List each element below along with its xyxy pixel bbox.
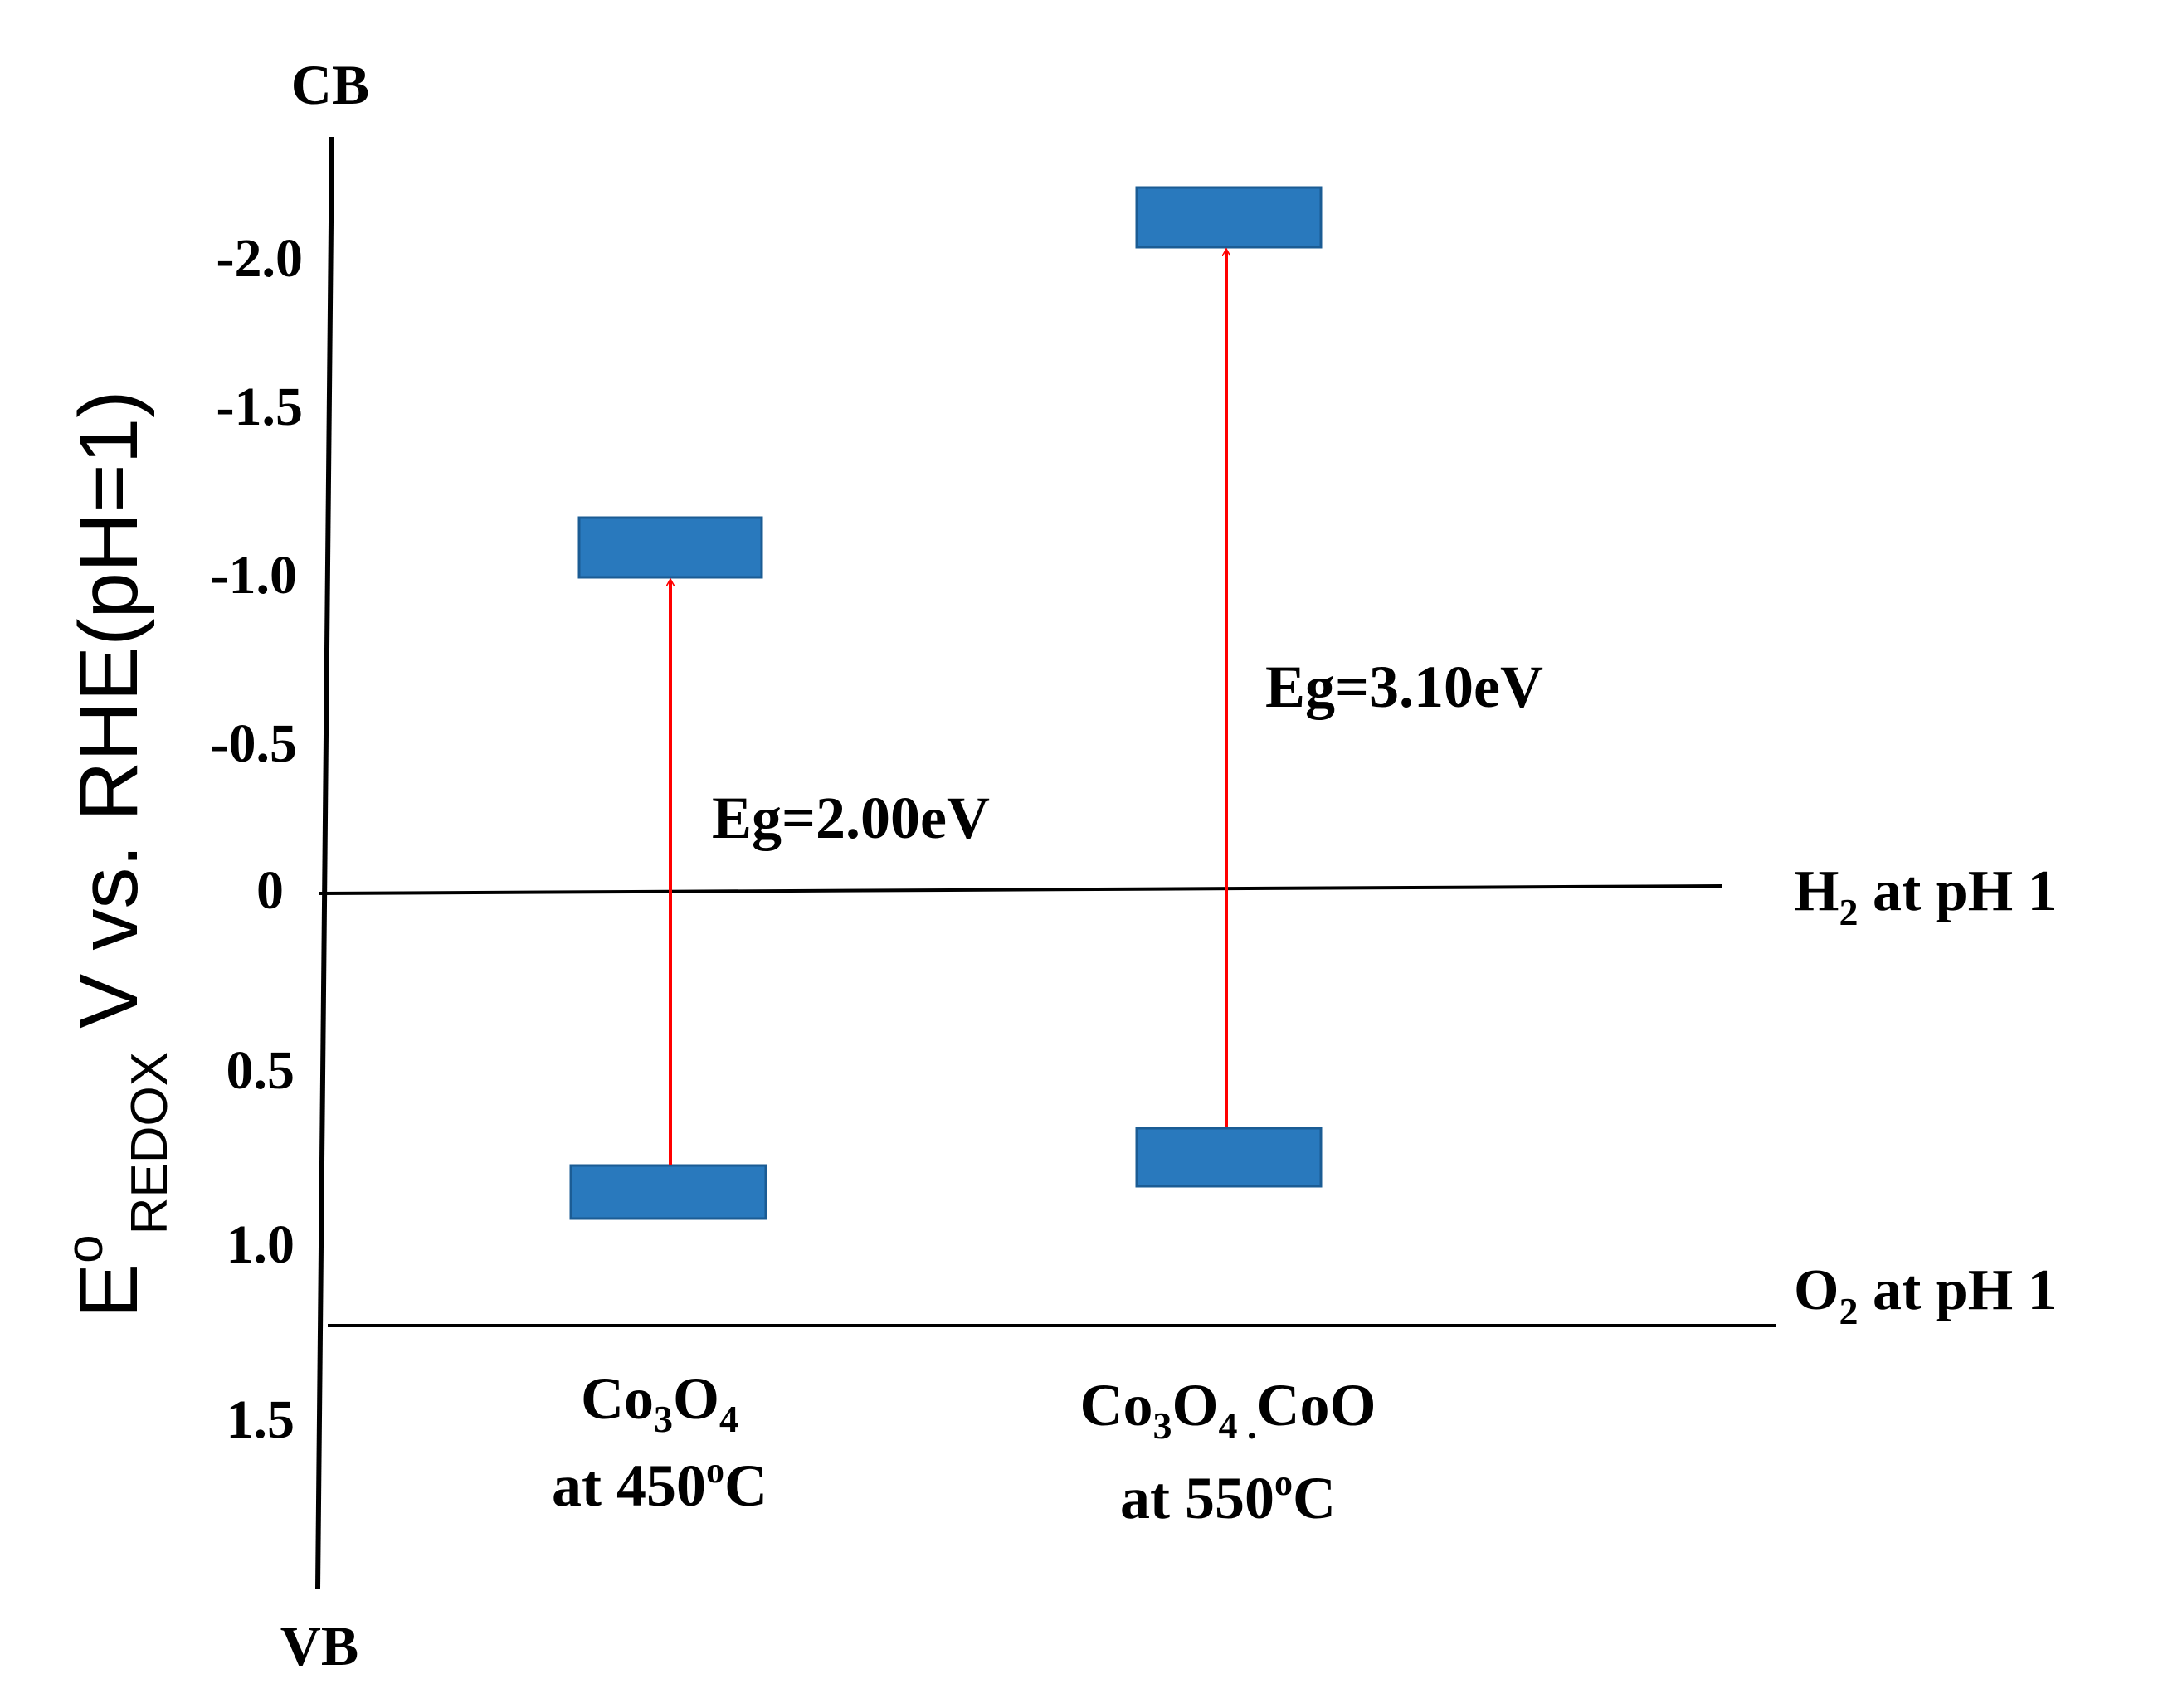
- y-tick-label: 1.5: [227, 1389, 295, 1450]
- y-tick-label: -1.5: [217, 377, 303, 437]
- material-temp-co3o4-coo: at 550oC: [1120, 1462, 1336, 1531]
- vb-label: VB: [280, 1614, 358, 1677]
- h2-reference-label: H2 at pH 1: [1794, 859, 2057, 933]
- h2-species: H: [1794, 859, 1839, 923]
- formula-part: Co: [1079, 1372, 1152, 1438]
- formula-part: CoO: [1257, 1372, 1376, 1438]
- y-tick-labels: -2.0 -1.5 -1.0 -0.5 0 0.5 1.0 1.5: [211, 228, 303, 1450]
- temp-unit: C: [724, 1453, 767, 1519]
- conduction-band-co3o4-coo: [1135, 186, 1323, 249]
- y-tick-label: -0.5: [211, 713, 297, 774]
- temp-value: at 450: [552, 1453, 706, 1519]
- y-axis-title-rest: V vs. RHE(pH=1): [62, 390, 155, 1051]
- h2-text: at pH 1: [1858, 859, 2056, 923]
- material-co3o4-450: Eg=2.00eV Co3O4 at 450oC: [552, 516, 990, 1519]
- y-axis-title-sup: o: [56, 1234, 114, 1263]
- o2-text: at pH 1: [1858, 1258, 2056, 1322]
- temp-unit: C: [1293, 1465, 1336, 1531]
- material-name-co3o4-coo: Co3O4 .CoO: [1079, 1372, 1376, 1447]
- band-gap-label-co3o4-coo: Eg=3.10eV: [1265, 654, 1543, 720]
- formula-part: O: [673, 1365, 719, 1432]
- band-gap-label-co3o4: Eg=2.00eV: [712, 785, 990, 851]
- y-axis-title-main: E: [62, 1263, 155, 1319]
- temp-degree: o: [1274, 1462, 1293, 1503]
- formula-subscript: 4: [719, 1398, 738, 1440]
- formula-subscript: 3: [654, 1398, 673, 1440]
- y-axis-title-sub: REDOX: [121, 1052, 178, 1234]
- formula-part: O: [1172, 1372, 1218, 1438]
- o2-species: O: [1794, 1258, 1839, 1322]
- material-temp-co3o4: at 450oC: [552, 1450, 767, 1519]
- formula-part: Co: [581, 1365, 654, 1432]
- y-axis-title: EoREDOX V vs. RHE(pH=1): [56, 390, 178, 1318]
- valence-band-co3o4: [569, 1164, 767, 1220]
- cb-label: CB: [291, 53, 369, 116]
- formula-subscript: 4 .: [1219, 1404, 1257, 1447]
- valence-band-co3o4-coo: [1135, 1127, 1323, 1188]
- y-tick-label: 0.5: [227, 1040, 295, 1101]
- formula-subscript: 3: [1152, 1404, 1172, 1447]
- o2-subscript: 2: [1839, 1290, 1858, 1332]
- conduction-band-co3o4: [577, 516, 763, 579]
- y-tick-label: -1.0: [211, 545, 297, 606]
- y-tick-label: 1.0: [227, 1214, 295, 1275]
- y-axis-line: [315, 136, 334, 1589]
- h2-subscript: 2: [1839, 891, 1858, 933]
- temp-value: at 550: [1120, 1465, 1274, 1531]
- h2-reference-line: [319, 884, 1722, 895]
- temp-degree: o: [706, 1450, 724, 1491]
- o2-reference-label: O2 at pH 1: [1794, 1258, 2057, 1332]
- y-tick-label: 0: [256, 860, 284, 921]
- material-co3o4-coo-550: Eg=3.10eV Co3O4 .CoO at 550oC: [1079, 186, 1543, 1531]
- material-name-co3o4: Co3O4: [581, 1365, 738, 1440]
- y-tick-label: -2.0: [217, 228, 303, 289]
